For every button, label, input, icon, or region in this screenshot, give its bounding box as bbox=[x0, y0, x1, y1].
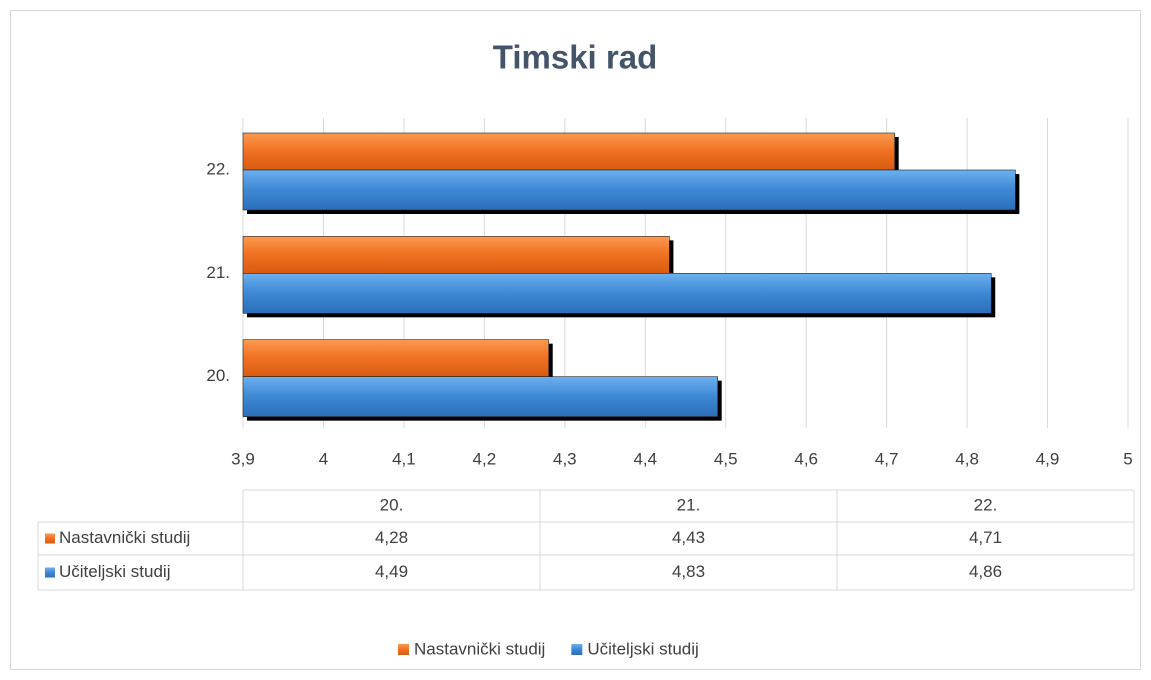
y-tick-label: 21. bbox=[206, 263, 230, 282]
legend-key bbox=[398, 644, 409, 655]
y-tick-label: 20. bbox=[206, 366, 230, 385]
table-cell: 4,83 bbox=[672, 562, 705, 581]
legend-label: Učiteljski studij bbox=[587, 639, 698, 658]
bar bbox=[242, 273, 992, 314]
table-cell: 4,86 bbox=[969, 562, 1002, 581]
x-tick-label: 4,7 bbox=[875, 449, 899, 468]
bar bbox=[242, 132, 895, 171]
table-header: 21. bbox=[677, 495, 701, 514]
x-tick-label: 4,2 bbox=[473, 449, 497, 468]
x-tick-label: 5 bbox=[1123, 449, 1132, 468]
table-cell: 4,28 bbox=[375, 528, 408, 547]
legend-label: Nastavnički studij bbox=[414, 639, 545, 658]
table-header: 20. bbox=[380, 495, 404, 514]
legend-key bbox=[571, 644, 583, 655]
table-legend-key bbox=[45, 567, 55, 578]
bar bbox=[242, 169, 1016, 211]
x-tick-label: 4,8 bbox=[955, 449, 979, 468]
x-tick-label: 4,1 bbox=[392, 449, 416, 468]
x-tick-label: 3,9 bbox=[231, 449, 255, 468]
table-legend-key bbox=[45, 533, 55, 544]
bar bbox=[242, 236, 670, 274]
table-row-label: Nastavnički studij bbox=[59, 528, 190, 547]
bar bbox=[242, 376, 718, 417]
x-tick-label: 4,4 bbox=[633, 449, 657, 468]
table-cell: 4,43 bbox=[672, 528, 705, 547]
table-cell: 4,49 bbox=[375, 562, 408, 581]
chart-title: Timski rad bbox=[493, 39, 657, 76]
chart-frame bbox=[10, 10, 1141, 670]
table-cell: 4,71 bbox=[969, 528, 1002, 547]
y-tick-label: 22. bbox=[206, 159, 230, 178]
x-tick-label: 4 bbox=[319, 449, 328, 468]
table-header: 22. bbox=[974, 495, 998, 514]
x-tick-label: 4,6 bbox=[794, 449, 818, 468]
x-tick-label: 4,3 bbox=[553, 449, 577, 468]
x-tick-label: 4,5 bbox=[714, 449, 738, 468]
x-tick-label: 4,9 bbox=[1036, 449, 1060, 468]
bar bbox=[242, 339, 550, 377]
table-row-label: Učiteljski studij bbox=[59, 562, 170, 581]
